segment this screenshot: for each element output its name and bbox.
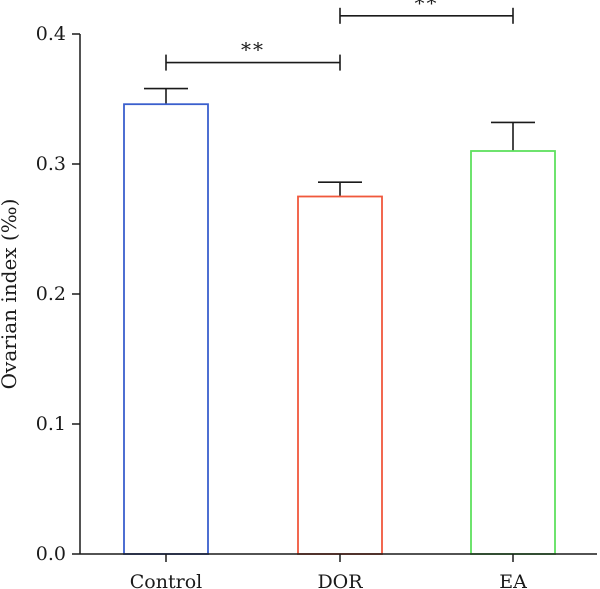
x-tick-label: EA — [499, 571, 527, 589]
y-tick-label: 0.0 — [36, 543, 66, 565]
bar-dor — [297, 195, 383, 555]
significance-label: ** — [241, 38, 265, 62]
significance-label: ** — [415, 0, 439, 15]
bar-control — [123, 103, 209, 555]
x-tick-label: DOR — [317, 571, 363, 589]
y-tick-label: 0.1 — [36, 413, 66, 435]
axes: 0.0 0.1 0.2 0.3 0.4 Control DOR EA — [36, 23, 597, 589]
y-tick-label: 0.3 — [36, 153, 66, 175]
significance-bracket: ** — [339, 0, 514, 24]
significance-bracket: ** — [165, 38, 341, 71]
x-tick-label: Control — [130, 571, 202, 589]
bar-ea — [470, 150, 556, 555]
y-tick-label: 0.2 — [36, 283, 66, 305]
plot-area: ** ** — [123, 0, 556, 555]
y-tick-label: 0.4 — [36, 23, 66, 45]
y-axis-title: Ovarian index (‰) — [0, 199, 21, 390]
